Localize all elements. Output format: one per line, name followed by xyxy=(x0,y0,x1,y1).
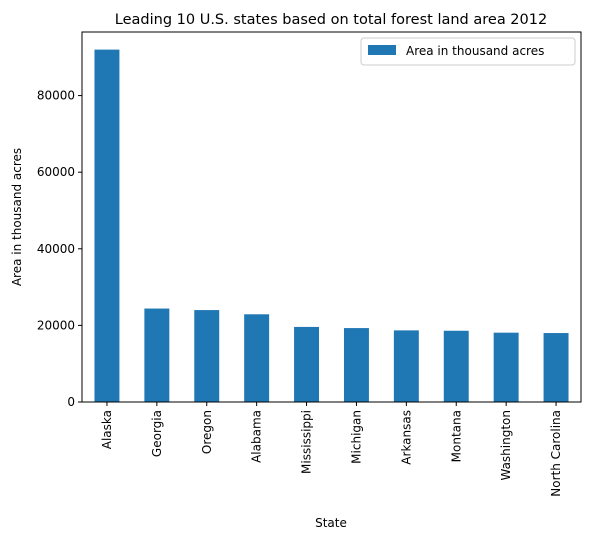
x-tick-label: Michigan xyxy=(349,410,363,464)
y-axis-label: Area in thousand acres xyxy=(10,148,24,286)
bar xyxy=(194,310,220,402)
y-tick-label: 20000 xyxy=(37,318,75,332)
plot-area xyxy=(94,49,569,402)
legend-box xyxy=(360,37,576,66)
x-tick-label: Oregon xyxy=(200,410,214,454)
plot-frame xyxy=(81,31,582,403)
y-tick-label: 40000 xyxy=(37,242,75,256)
bar xyxy=(144,308,170,402)
x-tick-label: Montana xyxy=(449,410,463,462)
bar xyxy=(343,328,369,402)
y-axis: 0 20000 40000 60000 80000 xyxy=(37,89,82,409)
y-tick-label: 0 xyxy=(67,395,75,409)
x-tick-label: Mississippi xyxy=(300,410,314,474)
legend: Area in thousand acres xyxy=(360,37,576,66)
bar xyxy=(393,330,419,402)
bar xyxy=(294,326,320,402)
legend-swatch xyxy=(368,45,396,55)
legend-label: Area in thousand acres xyxy=(406,44,544,58)
x-tick-label: North Carolina xyxy=(549,410,563,497)
x-axis: Alaska Georgia Oregon Alabama Mississippi Mic… xyxy=(100,402,563,497)
bar xyxy=(443,330,469,402)
y-tick-label: 80000 xyxy=(37,89,75,103)
y-tick-label: 60000 xyxy=(37,165,75,179)
bar xyxy=(543,333,569,402)
bar xyxy=(493,332,519,402)
x-tick-label: Alabama xyxy=(250,410,264,463)
chart-title: Leading 10 U.S. states based on total fo… xyxy=(115,12,547,28)
x-tick-label: Georgia xyxy=(150,410,164,457)
x-axis-label: State xyxy=(315,516,347,530)
bar xyxy=(244,314,270,402)
x-tick-label: Arkansas xyxy=(399,410,413,465)
x-tick-label: Alaska xyxy=(100,410,114,449)
bar xyxy=(94,49,120,402)
x-tick-label: Washington xyxy=(499,410,513,481)
